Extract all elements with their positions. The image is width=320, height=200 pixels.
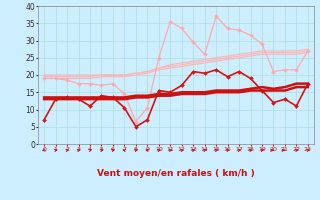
X-axis label: Vent moyen/en rafales ( km/h ): Vent moyen/en rafales ( km/h ) — [97, 169, 255, 178]
